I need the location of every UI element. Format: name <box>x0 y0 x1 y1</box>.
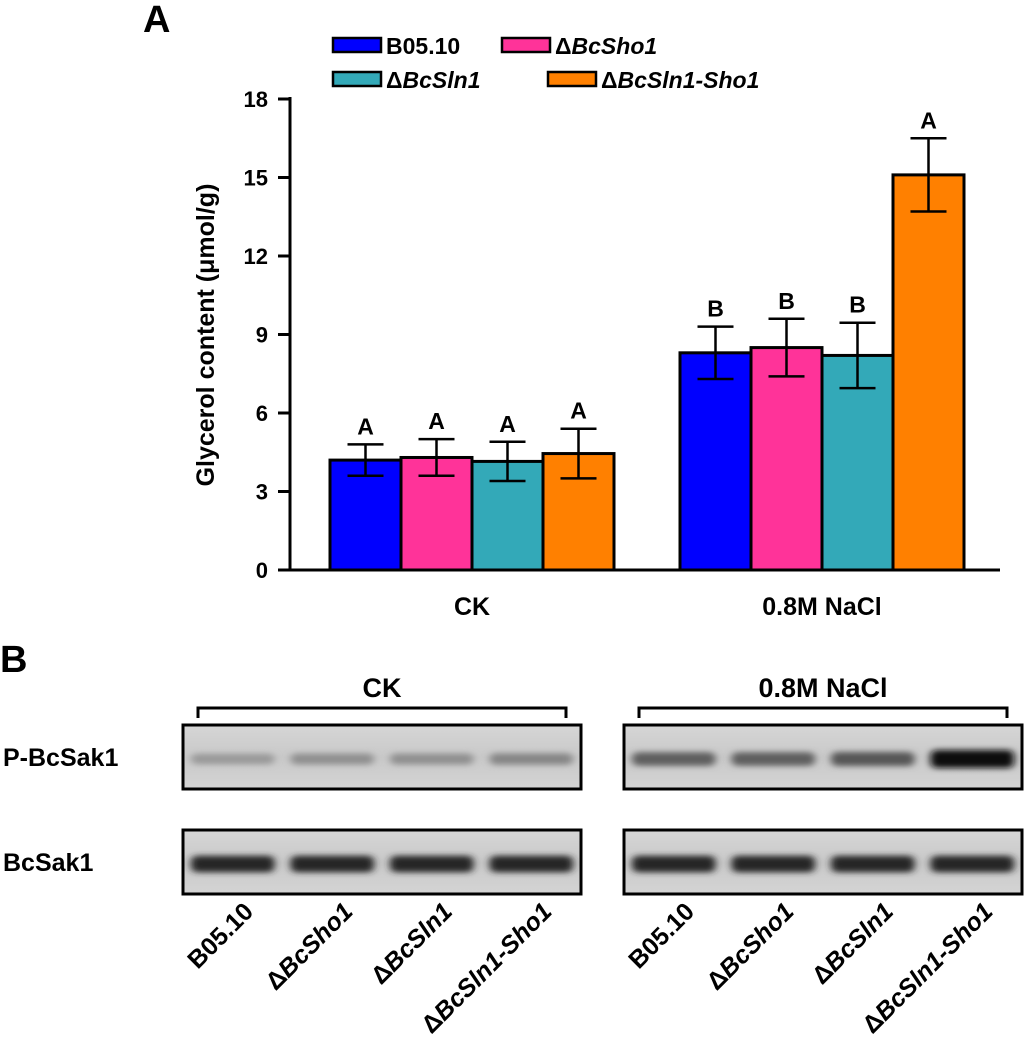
x-axis-categories: CK 0.8M NaCl <box>454 593 882 621</box>
blot-row-label: P-BcSak1 <box>3 744 118 772</box>
panel-b-label: B <box>0 639 27 681</box>
legend-swatch <box>500 36 552 54</box>
lane-label: ΔBcSln1 <box>366 897 458 989</box>
lane-label: ΔBcSho1 <box>260 897 358 995</box>
significance-letter: A <box>499 411 516 437</box>
y-tick-label: 3 <box>256 480 268 505</box>
blot-band <box>489 753 574 765</box>
significance-letter: A <box>357 413 374 439</box>
condition-bracket <box>196 706 568 718</box>
y-tick-label: 0 <box>256 558 268 583</box>
blot-band <box>290 855 375 873</box>
blot-band <box>389 753 474 765</box>
lane-label: ΔBcSho1 <box>701 897 799 995</box>
x-category-label: CK <box>454 593 490 621</box>
blot-band <box>830 855 915 873</box>
blot-band <box>489 855 574 873</box>
panel-a-label: A <box>143 0 170 41</box>
bar <box>891 173 966 572</box>
legend-swatch <box>546 70 598 88</box>
blot-band <box>930 855 1015 873</box>
blot-band <box>290 753 375 765</box>
significance-letter: B <box>707 296 724 322</box>
blot-band <box>389 855 474 873</box>
blot-band <box>631 752 716 766</box>
y-axis-label: Glycerol content (μmol/g) <box>192 184 220 487</box>
lane-label: B05.10 <box>623 897 700 974</box>
blot-band <box>190 855 275 873</box>
significance-letter: A <box>920 107 937 133</box>
blot-band <box>190 753 275 765</box>
condition-bracket <box>637 706 1009 718</box>
bar <box>678 351 753 572</box>
y-tick-label: 6 <box>256 401 268 426</box>
x-category-label: 0.8M NaCl <box>762 593 881 621</box>
significance-letter: A <box>570 398 587 424</box>
blot-band <box>731 855 816 873</box>
significance-letter: B <box>849 292 866 318</box>
bars: A B A B A B A A <box>328 107 966 572</box>
legend: B05.10 ΔBcSho1 ΔBcSln1 ΔBcSln1-Sho1 <box>331 33 759 93</box>
y-tick-label: 15 <box>244 166 268 191</box>
bar <box>749 346 824 572</box>
significance-letter: B <box>778 288 795 314</box>
condition-label: CK <box>363 673 402 703</box>
legend-swatch <box>331 70 383 88</box>
blot-row-label: BcSak1 <box>3 849 93 877</box>
y-tick-label: 18 <box>244 87 268 112</box>
y-tick-label: 9 <box>256 323 268 348</box>
significance-letter: A <box>428 408 445 434</box>
condition-label: 0.8M NaCl <box>758 673 887 703</box>
y-tick-label: 12 <box>244 244 268 269</box>
blot-band <box>731 752 816 766</box>
legend-entry: ΔBcSln1 <box>386 67 481 93</box>
blot-band <box>631 855 716 873</box>
lane-label: B05.10 <box>182 897 259 974</box>
legend-entry: ΔBcSho1 <box>555 33 657 59</box>
legend-swatch <box>331 36 383 54</box>
legend-entry: ΔBcSln1-Sho1 <box>601 67 759 93</box>
blot-band <box>830 752 915 766</box>
legend-entry: B05.10 <box>386 33 460 59</box>
bar-chart: 0 3 6 9 12 15 18 A B A B A B A A CK 0.8M NaCl Glycerol… <box>192 33 1000 621</box>
blot-band <box>930 750 1015 768</box>
y-axis-ticks: 0 3 6 9 12 15 18 <box>244 87 290 583</box>
lane-label: ΔBcSln1 <box>807 897 899 989</box>
